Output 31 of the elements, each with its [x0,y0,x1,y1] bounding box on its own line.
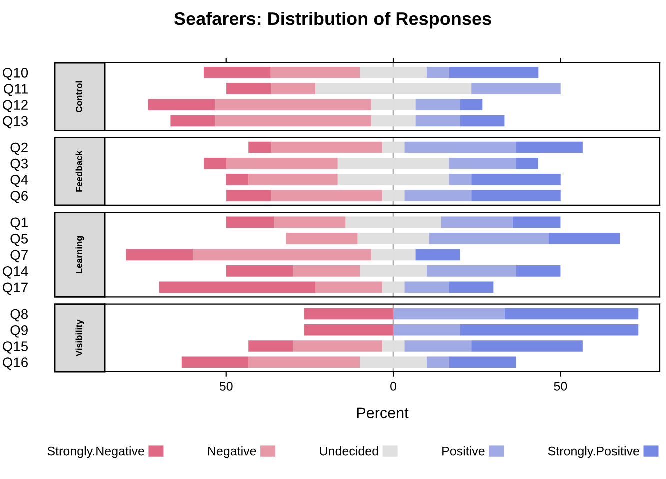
legend-label: Negative [208,446,256,458]
x-axis-title: Percent [357,408,409,418]
y-tick-label: Q16 [3,358,28,370]
y-tick-label: Q1 [10,218,28,230]
y-tick-label: Q8 [10,309,28,322]
y-tick-label: Q4 [10,175,28,188]
x-tick-label: 0 [390,382,397,391]
y-tick-label: Q13 [3,116,28,129]
legend-label: Positive [442,446,485,456]
y-tick-label: Q14 [3,266,28,279]
y-tick-label: Q7 [10,250,28,263]
y-axis-title: Visibility [76,320,84,357]
x-tick-label: 50 [220,382,233,391]
y-tick-label: Q12 [3,100,28,113]
legend-label: Strongly.Positive [548,446,640,458]
y-tick-label: Q10 [3,68,28,80]
y-tick-label: Q2 [10,142,28,156]
y-axis-title: Learning [76,236,84,274]
y-tick-label: Q17 [3,282,28,296]
legend-label: Strongly.Negative [48,446,144,458]
y-tick-label: Q6 [10,191,28,204]
y-tick-label: Q11 [4,84,28,96]
x-tick-label: 50 [554,382,568,391]
y-tick-label: Q15 [3,342,28,354]
y-axis-title: Feedback [76,150,82,192]
y-tick-label: Q9 [10,325,28,338]
y-tick-label: Q3 [10,158,28,172]
y-axis-title: Control [76,81,82,112]
legend-label: Undecided [320,446,378,456]
chart-title: Seafarers: Distribution of Responses [174,12,492,29]
y-tick-label: Q5 [10,234,28,246]
